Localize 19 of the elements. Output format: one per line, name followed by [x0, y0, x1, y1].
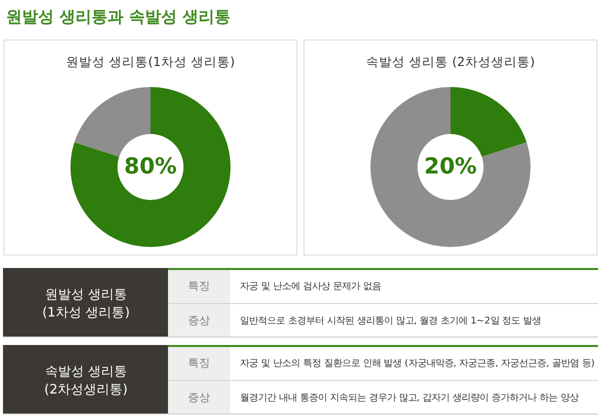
data-label: 80% — [124, 154, 177, 180]
text: 원발성 생리통과 속발성 생리통 — [6, 7, 231, 26]
text: 증상 — [188, 390, 210, 404]
text: 속발성 생리통 (2차성생리통) — [44, 364, 128, 398]
text: 원발성 생리통 (1차성 생리통) — [42, 287, 130, 320]
text: 증상 — [188, 314, 210, 327]
chart-title: 속발성 생리통 (2차성생리통) — [366, 54, 535, 69]
data-label: 20% — [424, 154, 477, 180]
text: 일반적으로 초경부터 시작된 생리통이 많고, 월경 초기에 1~2일 정도 발생 — [240, 315, 542, 326]
donut-slice — [450, 87, 527, 157]
text: 월경기간 내내 통증이 지속되는 경우가 많고, 갑자기 생리량이 증가하거나 하는 양상 — [240, 392, 579, 404]
text: 자궁 및 난소에 검사상 문제가 없음 — [240, 280, 381, 292]
text: 자궁 및 난소의 특정 질환으로 인해 발생 (자궁내막증, 자궁근종, 자궁선근증, 골반염 등) — [240, 358, 595, 369]
donut-slice — [74, 87, 150, 157]
donut-slice — [70, 87, 230, 247]
text: 특징 — [188, 356, 210, 370]
text: 특징 — [188, 279, 210, 292]
chart-title: 원발성 생리통(1차성 생리통) — [66, 54, 235, 69]
donut-slice — [370, 87, 530, 247]
